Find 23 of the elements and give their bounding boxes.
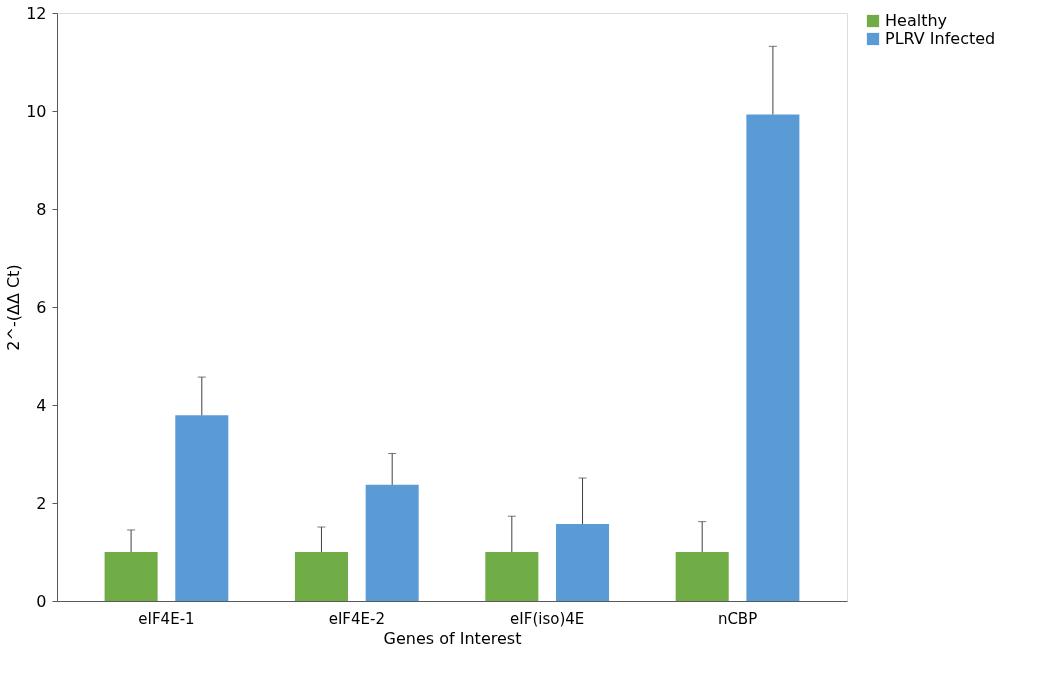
y-tick-label: 0	[36, 591, 47, 611]
y-axis-title: 2^-(ΔΔ Ct)	[4, 264, 24, 351]
bar	[365, 484, 419, 601]
y-tick-label: 8	[36, 199, 47, 219]
bar	[175, 415, 229, 601]
x-tick-label: eIF4E-2	[328, 609, 385, 628]
y-tick-label: 10	[26, 101, 47, 121]
x-axis-title: Genes of Interest	[383, 628, 522, 648]
bar	[675, 552, 729, 601]
y-tick-label: 6	[36, 297, 47, 317]
bar	[746, 114, 800, 601]
legend-label: PLRV Infected	[885, 29, 996, 48]
legend-label: Healthy	[885, 11, 948, 30]
bar	[104, 552, 158, 601]
x-tick-label: nCBP	[717, 609, 758, 628]
bar	[485, 552, 539, 601]
y-tick-label: 12	[26, 3, 47, 23]
bar	[556, 524, 610, 601]
x-tick-label: eIF(iso)4E	[510, 609, 585, 628]
bar	[294, 552, 348, 601]
y-tick-label: 4	[36, 395, 47, 415]
y-tick-label: 2	[36, 493, 47, 513]
x-tick-label: eIF4E-1	[138, 609, 195, 628]
